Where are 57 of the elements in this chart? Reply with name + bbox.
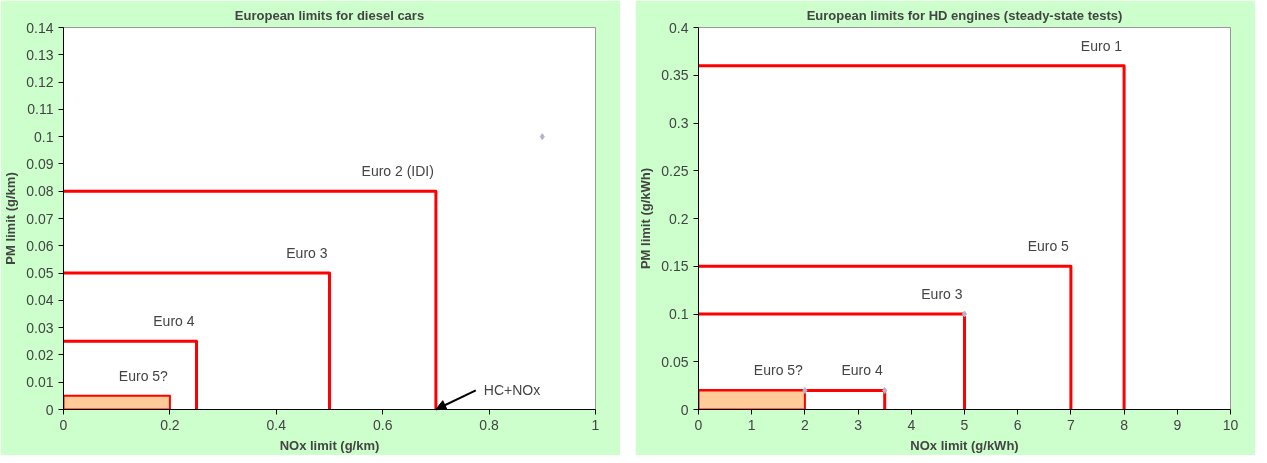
y-tick-label: 0.04 [26, 292, 54, 309]
x-tick-label: 2 [801, 416, 810, 433]
y-tick-label: 0.1 [669, 306, 689, 322]
series-label: Euro 3 [921, 286, 963, 302]
y-tick-label: 0 [45, 401, 54, 418]
chart-title: European limits for diesel cars [234, 7, 425, 23]
series-label: Euro 1 [1080, 37, 1123, 54]
y-tick-label: 0.4 [669, 19, 689, 36]
series-label: Euro 5 [1027, 238, 1070, 255]
x-tick-label: 0.8 [479, 416, 500, 433]
y-tick-label: 0.05 [661, 353, 689, 370]
x-tick-label: 3 [854, 416, 863, 433]
x-tick-label: 0.2 [160, 416, 180, 433]
annotation: HC+NOx [483, 382, 541, 399]
y-tick-label: 0.15 [661, 258, 689, 275]
y-tick-label: 0.07 [26, 210, 54, 227]
x-tick-label: 4 [907, 416, 916, 433]
y-tick-label: 0.01 [26, 374, 54, 391]
series-label: Euro 4 [153, 313, 195, 330]
series-label: Euro 5? [753, 362, 804, 379]
y-tick-label: 0.3 [669, 115, 689, 131]
y-tick-label: 0.2 [669, 210, 689, 227]
y-tick-label: 0.11 [27, 101, 54, 118]
y-axis-title: PM limit (g/km) [3, 172, 19, 265]
y-tick-label: 0.09 [26, 155, 54, 172]
y-tick-label: 0.03 [26, 319, 54, 336]
y-tick-label: 0.05 [26, 265, 54, 282]
y-tick-label: 0 [680, 401, 689, 418]
y-tick-label: 0.14 [26, 19, 54, 36]
x-tick-label: 10 [1222, 416, 1239, 433]
x-tick-label: 0 [694, 416, 703, 433]
series-label: Euro 4 [841, 362, 883, 379]
y-tick-label: 0.08 [26, 183, 54, 200]
x-axis-title: NOx limit (g/kWh) [910, 437, 1019, 453]
y-tick-label: 0.12 [26, 74, 54, 91]
chart-title: European limits for HD engines (steady-state tests) [806, 7, 1123, 23]
y-tick-label: 0.02 [26, 346, 54, 363]
y-tick-label: 0.25 [661, 162, 689, 179]
x-tick-label: 0.6 [372, 416, 393, 433]
x-axis-title: NOx limit (g/km) [279, 437, 380, 453]
y-tick-label: 0.13 [26, 46, 54, 63]
x-tick-label: 8 [1120, 416, 1129, 433]
x-tick-label: 7 [1067, 416, 1076, 433]
y-axis-title: PM limit (g/kWh) [638, 167, 654, 270]
y-tick-label: 0.06 [26, 237, 54, 254]
x-tick-label: 0 [59, 416, 68, 433]
x-tick-label: 6 [1013, 416, 1022, 433]
x-tick-label: 5 [960, 416, 969, 433]
series-label: Euro 3 [286, 245, 328, 262]
series-label: Euro 5? [118, 367, 169, 384]
x-tick-label: 1 [747, 416, 756, 433]
x-tick-label: 0.4 [266, 416, 287, 433]
series-label: Euro 2 (IDI) [361, 163, 434, 180]
y-tick-label: 0.35 [661, 67, 689, 84]
y-tick-label: 0.1 [34, 128, 54, 145]
x-tick-label: 9 [1173, 416, 1182, 433]
x-tick-label: 1 [591, 416, 600, 433]
